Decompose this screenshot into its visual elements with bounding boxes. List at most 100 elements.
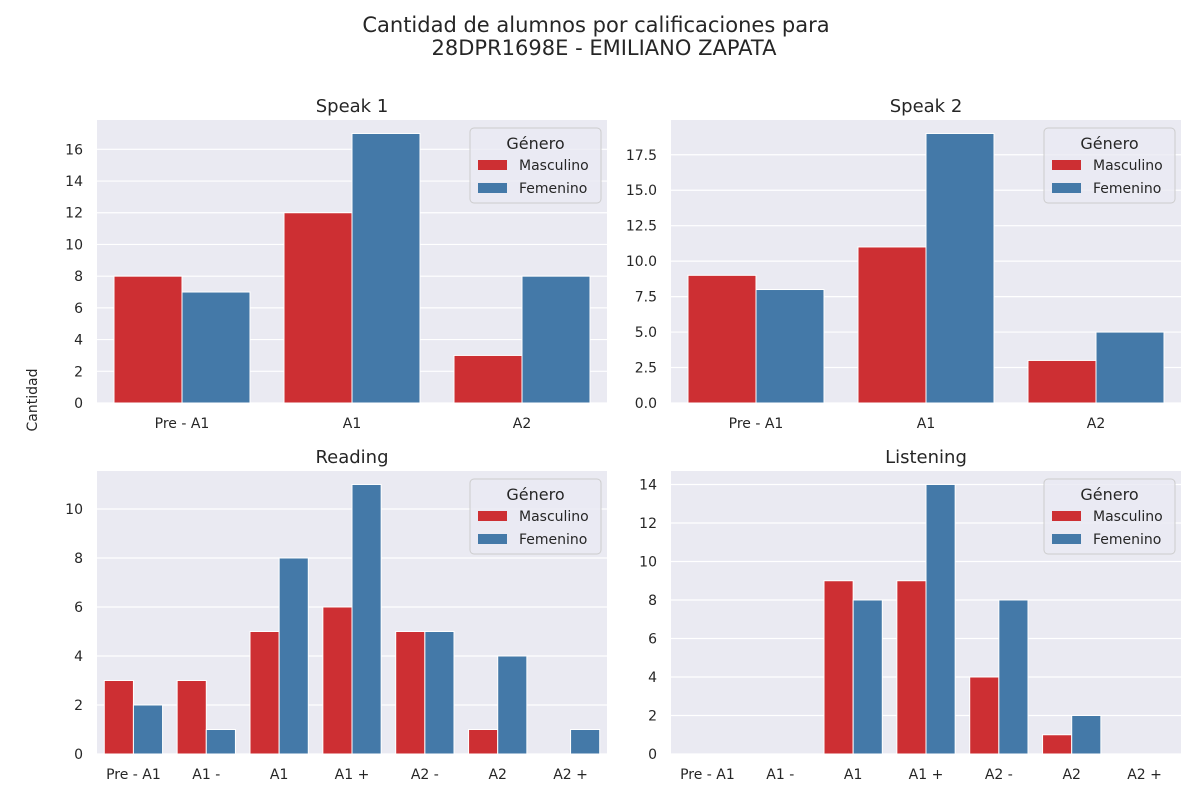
legend-swatch-femenino <box>1052 534 1081 544</box>
legend-entry-label: Femenino <box>519 532 587 548</box>
y-tick-label: 0 <box>74 747 83 763</box>
bar-femenino-3 <box>351 483 382 755</box>
subplot-title: Speak 1 <box>316 96 389 117</box>
bar-masculino-2 <box>1027 359 1097 404</box>
subplot-1: 0 2 4 6 8 10 12 14 16 Pre - A1 A1 A2 Speak 1 Género Ma… <box>65 96 607 432</box>
bar-masculino-4 <box>969 676 1000 755</box>
x-tick-label: A2 - <box>411 767 439 783</box>
bar-femenino-4 <box>424 630 455 755</box>
figure-title-line-1: Cantidad de alumnos por calificaciones p… <box>362 13 829 37</box>
y-tick-label: 6 <box>74 301 83 317</box>
legend-swatch-femenino <box>1052 183 1081 193</box>
bar-femenino-0 <box>755 289 825 404</box>
x-tick-label: Pre - A1 <box>729 416 784 432</box>
x-tick-label: A2 <box>1062 767 1080 783</box>
y-tick-label: 12 <box>639 516 657 532</box>
y-tick-label: 16 <box>65 142 83 158</box>
x-tick-label: A1 <box>343 416 361 432</box>
legend-title: Género <box>506 485 564 504</box>
x-tick-label: A1 - <box>192 767 220 783</box>
bar-femenino-4 <box>998 599 1029 755</box>
figure-title-line-2: 28DPR1698E - EMILIANO ZAPATA <box>432 36 778 60</box>
y-tick-label: 10 <box>639 554 657 570</box>
bar-masculino-2 <box>453 354 523 404</box>
y-tick-label: 5.0 <box>635 325 657 341</box>
bar-masculino-0 <box>113 275 183 404</box>
x-tick-label: A1 + <box>335 767 370 783</box>
y-tick-label: 6 <box>74 600 83 616</box>
bar-femenino-5 <box>1071 714 1102 755</box>
y-tick-label: 15.0 <box>626 183 657 199</box>
bar-masculino-1 <box>283 212 353 404</box>
legend: Género Masculino Femenino <box>1043 127 1176 204</box>
legend-title: Género <box>1080 134 1138 153</box>
legend: Género Masculino Femenino <box>469 127 602 204</box>
y-tick-label: 4 <box>74 333 83 349</box>
bar-femenino-2 <box>278 557 309 755</box>
bar-masculino-0 <box>103 679 134 755</box>
legend-entry-label: Femenino <box>519 181 587 197</box>
legend-swatch-femenino <box>478 183 507 193</box>
bar-femenino-2 <box>521 275 591 404</box>
y-tick-label: 4 <box>648 670 657 686</box>
x-tick-label: A2 + <box>553 767 588 783</box>
x-tick-label: A2 - <box>985 767 1013 783</box>
x-tick-label: A1 + <box>909 767 944 783</box>
bar-masculino-0 <box>687 274 757 404</box>
x-tick-label: A1 <box>917 416 935 432</box>
x-tick-label: A2 <box>488 767 506 783</box>
legend-entry-label: Femenino <box>1093 532 1161 548</box>
y-tick-label: 17.5 <box>626 148 657 164</box>
y-tick-label: 2 <box>74 698 83 714</box>
bar-masculino-1 <box>176 679 207 755</box>
bar-masculino-1 <box>857 246 927 404</box>
x-tick-label: Pre - A1 <box>106 767 161 783</box>
subplot-grid: 0 2 4 6 8 10 12 14 16 Pre - A1 A1 A2 Speak 1 Género Ma… <box>65 96 1181 783</box>
shared-y-axis-label: Cantidad <box>25 369 41 432</box>
x-tick-label: A2 <box>1087 416 1105 432</box>
legend: Género Masculino Femenino <box>469 478 602 555</box>
bar-masculino-4 <box>395 630 426 755</box>
y-tick-label: 14 <box>65 174 83 190</box>
bar-masculino-5 <box>468 728 499 755</box>
subplot-2: 0.0 2.5 5.0 7.5 10.0 12.5 15.0 17.5 Pre - A1 A1 A2… <box>626 96 1181 432</box>
subplot-title: Reading <box>315 447 388 468</box>
y-tick-label: 2 <box>74 364 83 380</box>
subplot-title: Listening <box>885 447 967 468</box>
y-tick-label: 10.0 <box>626 254 657 270</box>
x-tick-label: A1 - <box>766 767 794 783</box>
bar-femenino-6 <box>570 728 601 755</box>
legend-swatch-femenino <box>478 534 507 544</box>
legend-entry-label: Masculino <box>1093 158 1163 174</box>
bar-masculino-3 <box>896 580 927 755</box>
y-tick-label: 10 <box>65 502 83 518</box>
y-tick-label: 0 <box>648 747 657 763</box>
y-tick-label: 12.5 <box>626 219 657 235</box>
y-tick-label: 0.0 <box>635 396 657 412</box>
y-tick-label: 6 <box>648 631 657 647</box>
legend: Género Masculino Femenino <box>1043 478 1176 555</box>
legend-swatch-masculino <box>478 160 507 170</box>
y-tick-label: 14 <box>639 477 657 493</box>
y-tick-label: 7.5 <box>635 290 657 306</box>
legend-entry-label: Masculino <box>1093 509 1163 525</box>
bar-femenino-5 <box>497 655 528 755</box>
y-tick-label: 0 <box>74 396 83 412</box>
bar-femenino-1 <box>925 132 995 404</box>
bar-femenino-0 <box>181 291 251 404</box>
bar-femenino-1 <box>351 132 421 404</box>
y-tick-label: 2 <box>648 708 657 724</box>
legend-swatch-masculino <box>478 511 507 521</box>
bar-masculino-2 <box>823 580 854 755</box>
y-tick-label: 8 <box>648 593 657 609</box>
y-tick-label: 8 <box>74 551 83 567</box>
subplot-title: Speak 2 <box>890 96 963 117</box>
legend-entry-label: Masculino <box>519 509 589 525</box>
y-tick-label: 4 <box>74 649 83 665</box>
bar-femenino-3 <box>925 483 956 755</box>
bar-femenino-2 <box>852 599 883 755</box>
legend-swatch-masculino <box>1052 511 1081 521</box>
subplot-3: 0 2 4 6 8 10 Pre - A1 A1 - A1 A1 + A2 - A2 A2 + Readi… <box>65 447 607 783</box>
